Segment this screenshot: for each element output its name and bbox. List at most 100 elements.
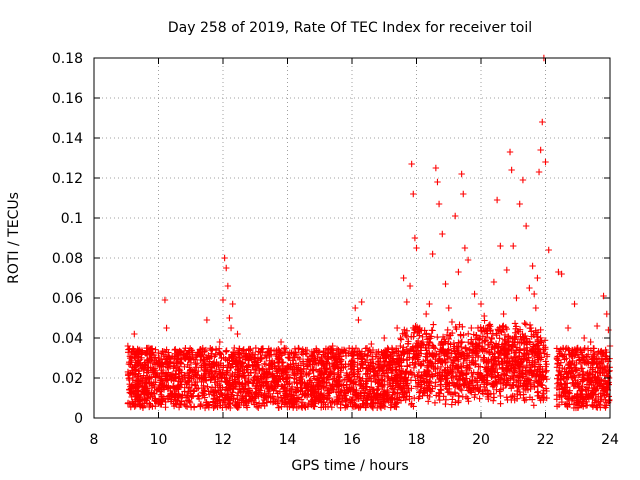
data-point bbox=[432, 164, 440, 172]
data-point bbox=[408, 371, 416, 379]
data-point bbox=[450, 360, 457, 367]
data-point bbox=[586, 376, 593, 384]
data-point bbox=[288, 383, 296, 391]
data-point bbox=[493, 386, 500, 393]
data-point bbox=[370, 386, 378, 394]
data-point bbox=[210, 388, 217, 396]
data-point bbox=[382, 354, 390, 362]
data-point bbox=[553, 403, 561, 410]
data-point bbox=[238, 381, 245, 388]
data-point bbox=[226, 382, 234, 389]
data-point bbox=[172, 400, 179, 407]
data-point bbox=[491, 344, 499, 351]
data-point bbox=[332, 353, 339, 360]
y-tick-label: 0.08 bbox=[52, 251, 83, 267]
data-point bbox=[277, 338, 285, 346]
data-point bbox=[160, 353, 168, 360]
data-point bbox=[149, 349, 156, 356]
data-point bbox=[405, 386, 413, 394]
data-point bbox=[316, 356, 323, 364]
data-point bbox=[227, 397, 234, 404]
data-point bbox=[528, 370, 535, 377]
data-point bbox=[302, 389, 309, 397]
data-point bbox=[542, 158, 549, 166]
data-point bbox=[527, 385, 534, 393]
data-point bbox=[212, 345, 220, 353]
data-point bbox=[496, 361, 503, 368]
data-point bbox=[522, 339, 530, 346]
data-point bbox=[194, 378, 201, 386]
data-point bbox=[576, 384, 583, 392]
data-point bbox=[503, 266, 510, 274]
data-point bbox=[543, 376, 550, 383]
data-point bbox=[350, 359, 358, 366]
data-point bbox=[520, 394, 527, 402]
data-point bbox=[596, 380, 603, 387]
data-point bbox=[278, 398, 286, 406]
data-point bbox=[182, 345, 189, 352]
data-point bbox=[223, 384, 230, 391]
data-point bbox=[143, 369, 150, 376]
data-point bbox=[481, 338, 488, 345]
data-point bbox=[498, 328, 505, 335]
data-point bbox=[521, 350, 528, 357]
data-point bbox=[343, 369, 351, 377]
data-point bbox=[195, 384, 202, 392]
data-point bbox=[477, 328, 485, 335]
data-point bbox=[474, 369, 482, 376]
data-point bbox=[559, 352, 566, 359]
data-point bbox=[595, 374, 602, 382]
data-point bbox=[132, 366, 140, 374]
data-point bbox=[559, 364, 566, 372]
data-point bbox=[490, 278, 498, 286]
data-point bbox=[364, 377, 371, 385]
data-point bbox=[593, 403, 600, 411]
data-point bbox=[483, 327, 490, 335]
data-point bbox=[584, 370, 591, 378]
data-point bbox=[283, 369, 290, 376]
data-point bbox=[447, 341, 454, 348]
data-point bbox=[587, 338, 594, 346]
data-point bbox=[290, 401, 298, 408]
data-point bbox=[165, 355, 172, 362]
data-point bbox=[581, 359, 588, 366]
data-point bbox=[148, 384, 156, 392]
data-point bbox=[211, 403, 218, 410]
data-point bbox=[229, 300, 236, 308]
data-point bbox=[444, 379, 451, 386]
data-point bbox=[197, 356, 204, 364]
data-point bbox=[239, 360, 246, 367]
data-point bbox=[273, 350, 280, 358]
data-point bbox=[399, 368, 407, 375]
data-point bbox=[164, 363, 171, 371]
x-tick-label: 12 bbox=[214, 432, 232, 448]
data-point bbox=[229, 370, 236, 378]
data-point bbox=[151, 390, 158, 398]
data-point bbox=[291, 375, 298, 382]
data-point bbox=[346, 374, 353, 381]
data-point bbox=[413, 339, 420, 347]
data-point bbox=[230, 385, 237, 393]
data-point bbox=[500, 377, 508, 385]
data-point bbox=[511, 393, 518, 400]
data-point bbox=[371, 364, 379, 372]
data-point bbox=[453, 364, 461, 371]
data-point bbox=[467, 340, 475, 347]
data-point bbox=[174, 356, 182, 363]
data-point bbox=[310, 373, 317, 380]
data-point bbox=[249, 362, 256, 369]
data-point bbox=[159, 395, 166, 403]
data-point bbox=[356, 375, 363, 383]
data-point bbox=[562, 380, 570, 387]
data-point bbox=[476, 395, 483, 402]
data-point bbox=[474, 345, 481, 352]
data-point bbox=[418, 360, 425, 367]
data-point bbox=[582, 386, 589, 393]
data-point bbox=[369, 353, 376, 360]
data-point bbox=[258, 378, 265, 386]
data-point bbox=[530, 348, 537, 355]
data-point bbox=[442, 338, 449, 346]
data-point bbox=[205, 352, 212, 359]
data-point bbox=[423, 385, 431, 392]
data-point bbox=[435, 357, 443, 365]
